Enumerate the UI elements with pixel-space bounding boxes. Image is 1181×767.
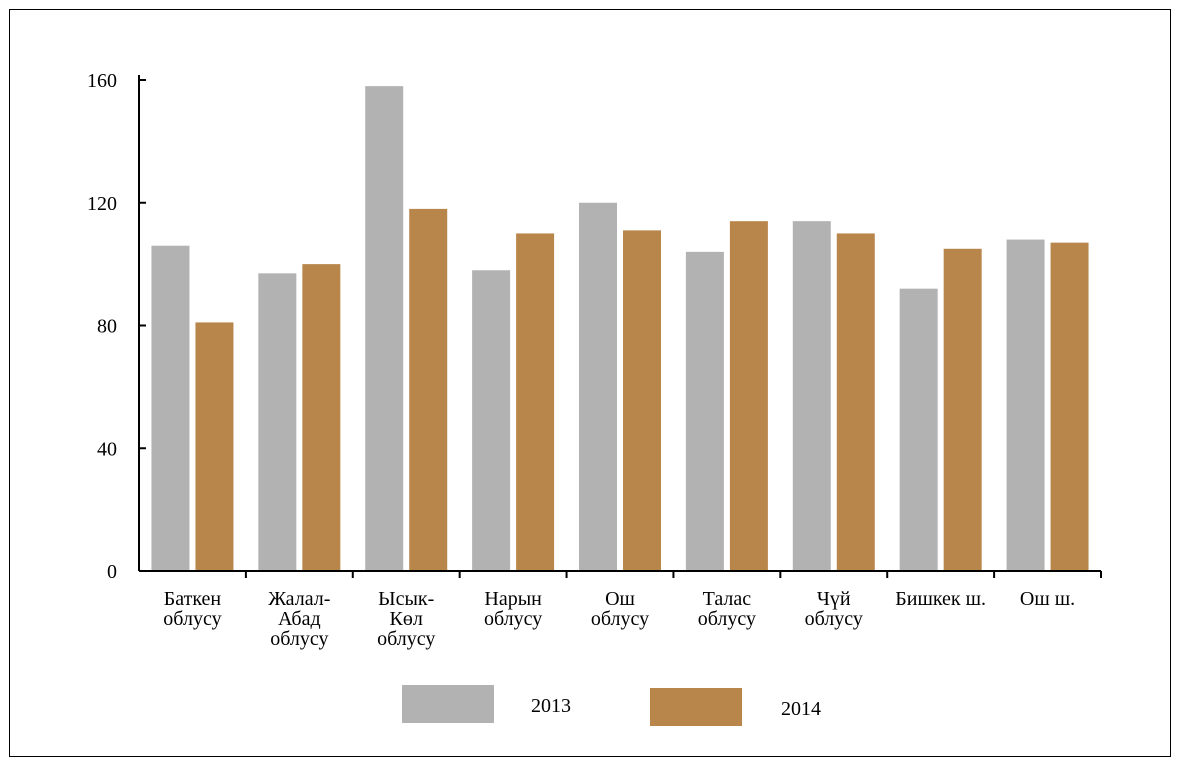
y-axis-ticks: 0 40 80 120 160	[87, 70, 146, 583]
bar-2014-3	[516, 233, 555, 570]
x-category-label-line: Ош	[605, 588, 635, 610]
bar-2014-8	[1050, 242, 1089, 571]
x-category-label-line: облусу	[805, 608, 863, 630]
bar-2013-8	[1006, 239, 1045, 570]
x-category-label: Талас облусу	[698, 588, 756, 630]
y-tick-label: 80	[97, 316, 117, 338]
x-category-label-line: Көл	[390, 608, 423, 630]
x-category-label-line: Ош ш.	[1020, 588, 1075, 610]
x-category-label-line: облусу	[270, 628, 328, 650]
bar-2014-4	[623, 230, 661, 570]
chart-frame	[9, 9, 1171, 757]
x-category-label: Ош ш.	[1020, 588, 1075, 610]
bar-2013-3	[472, 270, 511, 570]
x-category-label: Бишкек ш.	[895, 588, 986, 610]
x-category-label: Жалал-Абад облусу	[268, 588, 330, 650]
x-category-label-line: Бишкек ш.	[895, 588, 986, 610]
bar-2013-4	[579, 202, 617, 570]
x-category-label: Нарын облусу	[484, 588, 542, 630]
x-category-label-line: облусу	[163, 608, 221, 630]
x-category-label-line: Жалал-	[268, 588, 330, 610]
x-category-label-line: облусу	[377, 628, 435, 650]
legend-swatch-2013	[402, 685, 494, 723]
bars-group	[151, 86, 1089, 571]
x-category-label: Ысык-Көл облусу	[377, 588, 435, 650]
bar-2013-0	[151, 245, 190, 570]
x-category-label-line: облусу	[698, 608, 756, 630]
x-category-label: Баткен облусу	[163, 588, 221, 630]
y-tick-label: 40	[97, 438, 117, 460]
legend-label-2014: 2014	[781, 698, 821, 720]
x-category-label-line: облусу	[591, 608, 649, 630]
y-tick-label: 120	[87, 193, 117, 215]
bar-2014-0	[195, 322, 234, 570]
bar-2013-2	[365, 86, 404, 570]
x-category-label-line: Абад	[278, 608, 321, 630]
bar-2013-7	[899, 288, 938, 570]
bar-2014-6	[836, 233, 875, 570]
x-category-label-line: Нарын	[484, 588, 542, 610]
x-category-label-line: Баткен	[164, 588, 222, 610]
bar-2013-1	[258, 273, 297, 570]
x-category-label-line: Ысык-	[378, 588, 434, 610]
bar-2014-2	[409, 208, 448, 570]
bar-2014-7	[943, 248, 982, 570]
y-tick-label: 160	[87, 70, 117, 92]
x-category-label-line: облусу	[484, 608, 542, 630]
y-tick-label: 0	[107, 561, 117, 583]
x-category-label-line: Чүй	[817, 588, 851, 610]
bar-2013-6	[792, 221, 831, 570]
legend-swatch-2014	[650, 688, 742, 726]
bar-2014-5	[729, 221, 768, 570]
bar-2013-5	[685, 251, 724, 570]
legend-label-2013: 2013	[531, 695, 571, 717]
x-category-label: Ош облусу	[591, 588, 649, 630]
legend: 2013 2014	[402, 685, 821, 726]
x-category-label-line: Талас	[703, 588, 752, 610]
bar-2014-1	[302, 264, 341, 570]
x-category-label: Чүй облусу	[805, 588, 863, 630]
